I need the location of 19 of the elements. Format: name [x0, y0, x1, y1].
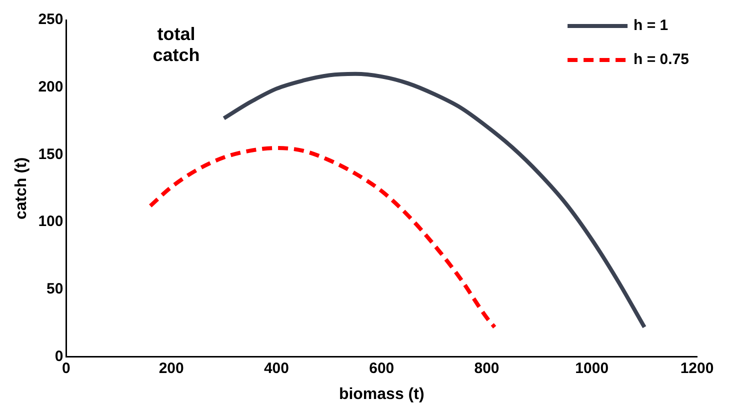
y-tick-label: 100	[38, 213, 64, 230]
y-tick-label: 200	[38, 78, 64, 96]
y-tick-label: 0	[54, 348, 64, 365]
annotation: total catch	[152, 24, 200, 65]
y-axis-title: catch (t)	[13, 157, 30, 220]
line-series	[148, 146, 497, 330]
x-tick-label: 600	[369, 360, 394, 377]
y-tick-label: 150	[38, 146, 64, 163]
x-tick-label: 200	[158, 360, 184, 377]
x-tick-label: 400	[264, 360, 289, 377]
x-axis-title: biomass (t)	[338, 386, 424, 403]
x-tick-label: 1000	[575, 360, 609, 377]
x-tick-label: 1200	[680, 360, 714, 377]
legend-label: h = 0.75	[634, 51, 689, 68]
legend-label: h = 1	[634, 17, 668, 34]
y-tick-label: 50	[46, 280, 64, 298]
y-tick-label: 250	[38, 11, 64, 28]
x-tick-label: 800	[474, 360, 500, 377]
line-series	[222, 72, 646, 330]
